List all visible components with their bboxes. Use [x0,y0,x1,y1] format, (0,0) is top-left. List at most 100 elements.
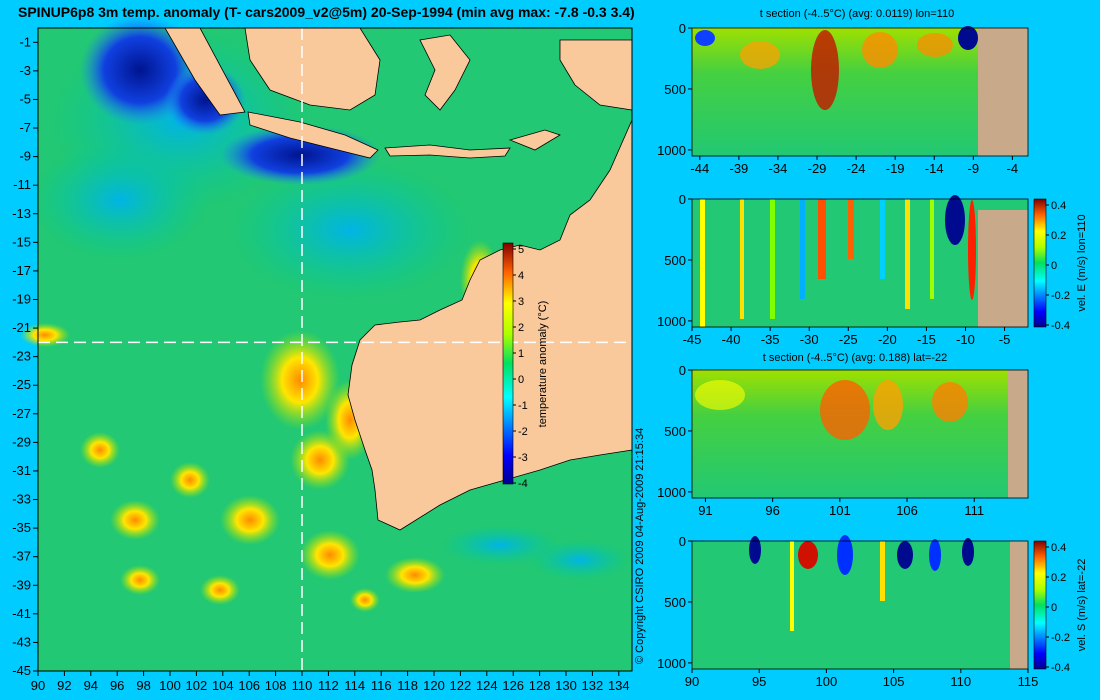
colorbar-main-tick-label: -2 [518,426,528,438]
colorbar-vel-e-tick-label: 0 [1051,260,1057,272]
map-y-tick-label: -25 [12,377,31,392]
panel-2-x-tick-label: -40 [722,332,741,347]
map-x-tick-label: 118 [397,678,418,693]
map-y-tick-label: -33 [12,492,31,507]
colorbar-main-tick-label: -4 [518,478,528,490]
map-x-tick-label: 110 [292,678,313,693]
map-y-tick-label: -11 [13,177,31,192]
panel-vel-s-lat: 0.4 0.2 0 -0.2 -0.4 vel. S (m/s) lat=-22 90 9… [657,534,1088,689]
colorbar-main-tick-label: 0 [518,374,524,386]
colorbar-main-tick-label: 4 [518,270,524,282]
map-y-tick-label: -43 [12,634,31,649]
map-y-tick-label: -41 [12,606,31,621]
panel-4-x-tick-label: 95 [752,674,766,689]
land-borneo [244,27,381,111]
panel-1-x-tick-label: -24 [847,161,866,176]
panel-3-frame [691,369,1029,499]
panel-4-x-tick-label: 115 [1018,674,1039,689]
colorbar-vel-s [1033,540,1047,670]
panel-3-y-tick-label: 500 [664,424,686,439]
colorbar-main-label: temperature anomaly (°C) [537,301,549,428]
map-x-tick-label: 134 [608,678,630,693]
map-x-tick-label: 120 [423,678,445,693]
panel-1-x-tick-label: -29 [808,161,827,176]
panel-3-x-tick-label: 111 [964,503,984,518]
map-x-tick-label: 116 [371,678,392,693]
panel-4-frame [691,540,1029,670]
colorbar-vel-s-tick-label: -0.2 [1051,632,1070,644]
map-y-tick-label: -37 [12,549,31,564]
colorbar-main-bar [502,242,514,485]
map-x-tick-label: 114 [344,678,365,693]
map-y-tick-label: -3 [19,63,31,78]
map-x-tick-label: 98 [136,678,150,693]
colorbar-vel-s-tick-label: 0.4 [1051,542,1066,554]
land-timor [508,129,561,151]
map-x-tick-label: 106 [238,678,260,693]
map-y-tick-label: -45 [12,663,31,678]
panel-4-y-tick-label: 500 [664,595,686,610]
map-y-tick-label: -1 [19,34,31,49]
panel-1-x-tick-label: -19 [886,161,905,176]
map-x-tick-label: 112 [318,678,339,693]
map-x-tick-label: 90 [31,678,45,693]
panel-1-x-tick-label: -44 [690,161,709,176]
panel-2-x-tick-label: -35 [761,332,780,347]
panel-2-frame [691,198,1029,328]
panel-2-x-tick-label: -10 [956,332,975,347]
colorbar-main: 5 4 3 2 1 0 -1 -2 -3 -4 temperature anomaly (°C) [502,242,549,490]
map-y-tick-label: -5 [19,91,31,106]
colorbar-vel-e-tick-label: 0.4 [1051,200,1066,212]
panel-1-x-tick-label: -39 [729,161,748,176]
colorbar-main-tick-label: 1 [518,348,524,360]
panel-3-title: t section (-4..5°C) (avg: 0.188) lat=-22 [763,352,947,364]
map-x-tick-label: 126 [502,678,524,693]
map-y-tick-label: -9 [19,149,31,164]
map-x-tick-label: 102 [186,678,208,693]
map-y-tick-label: -7 [19,120,31,135]
panel-2-x-tick-label: -45 [683,332,702,347]
panel-4-y-tick-label: 0 [679,534,686,549]
panel-t-section-lat: t section (-4..5°C) (avg: 0.188) lat=-22… [657,352,1029,518]
map-y-tick-label: -13 [12,206,31,221]
panel-1-frame [691,27,1029,157]
panel-2-x-tick-label: -30 [800,332,819,347]
map-x-tick-label: 124 [476,678,498,693]
map-x-tick-label: 108 [265,678,287,693]
colorbar-main-tick-label: 2 [518,322,524,334]
colorbar-vel-e-label: vel. E (m/s) lon=110 [1076,214,1088,311]
colorbar-vel-s-tick-label: -0.4 [1051,662,1070,674]
panel-4-plot [692,541,1028,669]
colorbar-vel-e-tick-label: 0.2 [1051,230,1066,242]
panel-4-land [1010,541,1028,669]
panel-3-y-tick-label: 0 [679,363,686,378]
colorbar-vel-e-tick-label: -0.4 [1051,320,1070,332]
panel-1-x-tick-label: -4 [1007,161,1019,176]
section-guides [38,28,632,671]
panel-2-land [978,210,1028,327]
panel-1-y-tick-label: 500 [664,82,686,97]
colorbar-vel-s-tick-label: 0 [1051,602,1057,614]
panel-1-y-tick-label: 1000 [657,143,686,158]
land [164,27,633,531]
map-x-tick-label: 130 [555,678,577,693]
land-australia [347,28,633,531]
map-x-tick-label: 128 [529,678,551,693]
copyright-text: © Copyright CSIRO 2009 04-Aug-2009 21:15… [634,428,646,664]
colorbar-main-tick-label: 5 [518,244,524,256]
panel-1-y-tick-label: 0 [679,21,686,36]
land-sulawesi [419,34,471,111]
colorbar-main-tick-label: 3 [518,296,524,308]
panel-1-plot [692,28,1028,156]
map-y-tick-label: -35 [12,520,31,535]
map-y-tick-label: -19 [12,291,31,306]
panel-2-y-tick-label: 0 [679,192,686,207]
panel-3-land [1008,370,1028,498]
map-y-tick-label: -27 [12,406,31,421]
panel-3-x-tick-label: 91 [698,503,712,518]
panel-4-x-tick-label: 105 [883,674,905,689]
map-y-tick-label: -29 [12,434,31,449]
panel-4-x-tick-label: 100 [816,674,838,689]
colorbar-vel-s-label: vel. S (m/s) lat=-22 [1076,559,1088,652]
